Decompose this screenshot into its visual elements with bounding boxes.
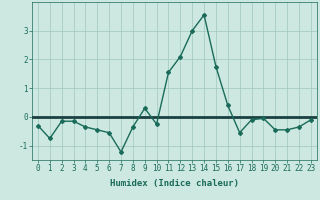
X-axis label: Humidex (Indice chaleur): Humidex (Indice chaleur) (110, 179, 239, 188)
